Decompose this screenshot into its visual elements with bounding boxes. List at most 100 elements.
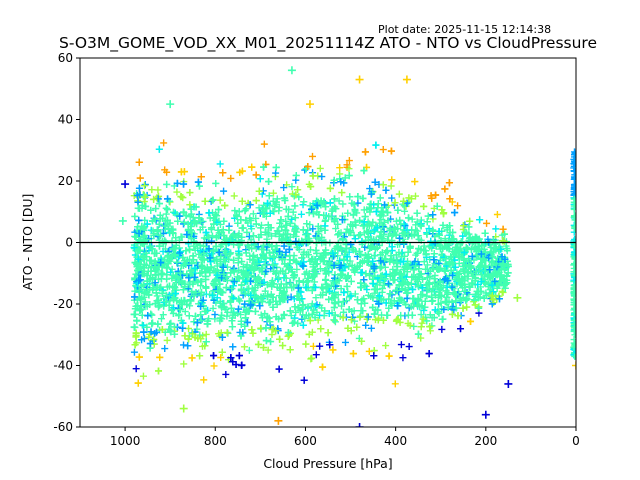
scatter-point [148, 186, 156, 194]
scatter-point [338, 189, 346, 197]
scatter-point [282, 217, 290, 225]
scatter-point [353, 323, 361, 331]
scatter-point [261, 287, 269, 295]
scatter-point [387, 182, 395, 190]
scatter-point [405, 343, 413, 351]
scatter-point [434, 300, 442, 308]
scatter-point [213, 294, 221, 302]
scatter-point [317, 325, 325, 333]
scatter-point [288, 215, 296, 223]
scatter-point [449, 303, 457, 311]
scatter-point [379, 181, 387, 189]
scatter-point [448, 271, 456, 279]
scatter-points [118, 66, 576, 427]
scatter-point [396, 216, 404, 224]
scatter-point [257, 221, 265, 229]
scatter-point [362, 282, 370, 290]
scatter-point [202, 330, 210, 338]
scatter-point [163, 336, 171, 344]
scatter-point [211, 311, 219, 319]
scatter-point [474, 280, 482, 288]
scatter-point [384, 280, 392, 288]
scatter-point [492, 225, 500, 233]
scatter-point [186, 246, 194, 254]
scatter-point [154, 320, 162, 328]
chart-title: S-O3M_GOME_VOD_XX_M01_20251114Z ATO - NT… [58, 34, 597, 52]
scatter-point [309, 342, 317, 350]
scatter-point [384, 209, 392, 217]
scatter-point [413, 227, 421, 235]
scatter-point [384, 232, 392, 240]
scatter-point [217, 354, 225, 362]
scatter-point [281, 226, 289, 234]
scatter-point [438, 325, 446, 333]
scatter-point [361, 148, 369, 156]
scatter-point [260, 140, 268, 148]
scatter-point [466, 217, 474, 225]
scatter-point [297, 210, 305, 218]
scatter-point [241, 300, 249, 308]
scatter-point [313, 301, 321, 309]
scatter-point [454, 312, 462, 320]
scatter-point [291, 303, 299, 311]
scatter-point [272, 163, 280, 171]
scatter-point [300, 198, 308, 206]
scatter-point [460, 222, 468, 230]
scatter-point [499, 225, 507, 233]
scatter-point [254, 243, 262, 251]
scatter-point [407, 279, 415, 287]
scatter-point [177, 233, 185, 241]
scatter-point [139, 321, 147, 329]
scatter-point [246, 252, 254, 260]
scatter-point [413, 278, 421, 286]
scatter-point [345, 165, 353, 173]
scatter-point [399, 354, 407, 362]
scatter-point [372, 141, 380, 149]
scatter-point [309, 152, 316, 160]
scatter-point [454, 202, 462, 210]
scatter-point [184, 240, 192, 248]
scatter-point [308, 205, 316, 213]
scatter-point [405, 214, 413, 222]
scatter-point [410, 322, 418, 330]
scatter-point [303, 220, 311, 228]
scatter-point [395, 190, 403, 198]
scatter-point [411, 178, 419, 186]
scatter-point [140, 289, 148, 297]
scatter-point [155, 145, 163, 153]
scatter-point [463, 303, 471, 311]
scatter-point [135, 158, 143, 166]
scatter-point [415, 235, 423, 243]
scatter-point [286, 307, 294, 315]
scatter-point [301, 166, 309, 174]
scatter-point [326, 184, 334, 192]
scatter-point [316, 342, 324, 350]
scatter-point [219, 169, 227, 177]
scatter-point [319, 363, 327, 371]
scatter-point [231, 207, 239, 215]
scatter-point [367, 324, 375, 332]
scatter-point [187, 296, 195, 304]
scatter-point [363, 286, 371, 294]
scatter-point [289, 208, 297, 216]
scatter-point [408, 215, 416, 223]
scatter-point [249, 210, 257, 218]
scatter-point [493, 210, 501, 218]
scatter-point [350, 307, 358, 315]
scatter-point [346, 193, 354, 201]
scatter-point [134, 379, 142, 387]
scatter-point [235, 352, 243, 360]
scatter-point [157, 315, 165, 323]
scatter-point [391, 380, 399, 388]
scatter-point [382, 342, 390, 350]
scatter-point [303, 278, 311, 286]
scatter-point [216, 196, 224, 204]
scatter-point [306, 221, 314, 229]
scatter-point [392, 217, 400, 225]
scatter-point [423, 317, 431, 325]
scatter-point [267, 338, 275, 346]
scatter-point [351, 290, 359, 298]
scatter-point [209, 304, 217, 312]
scatter-point [252, 171, 260, 179]
